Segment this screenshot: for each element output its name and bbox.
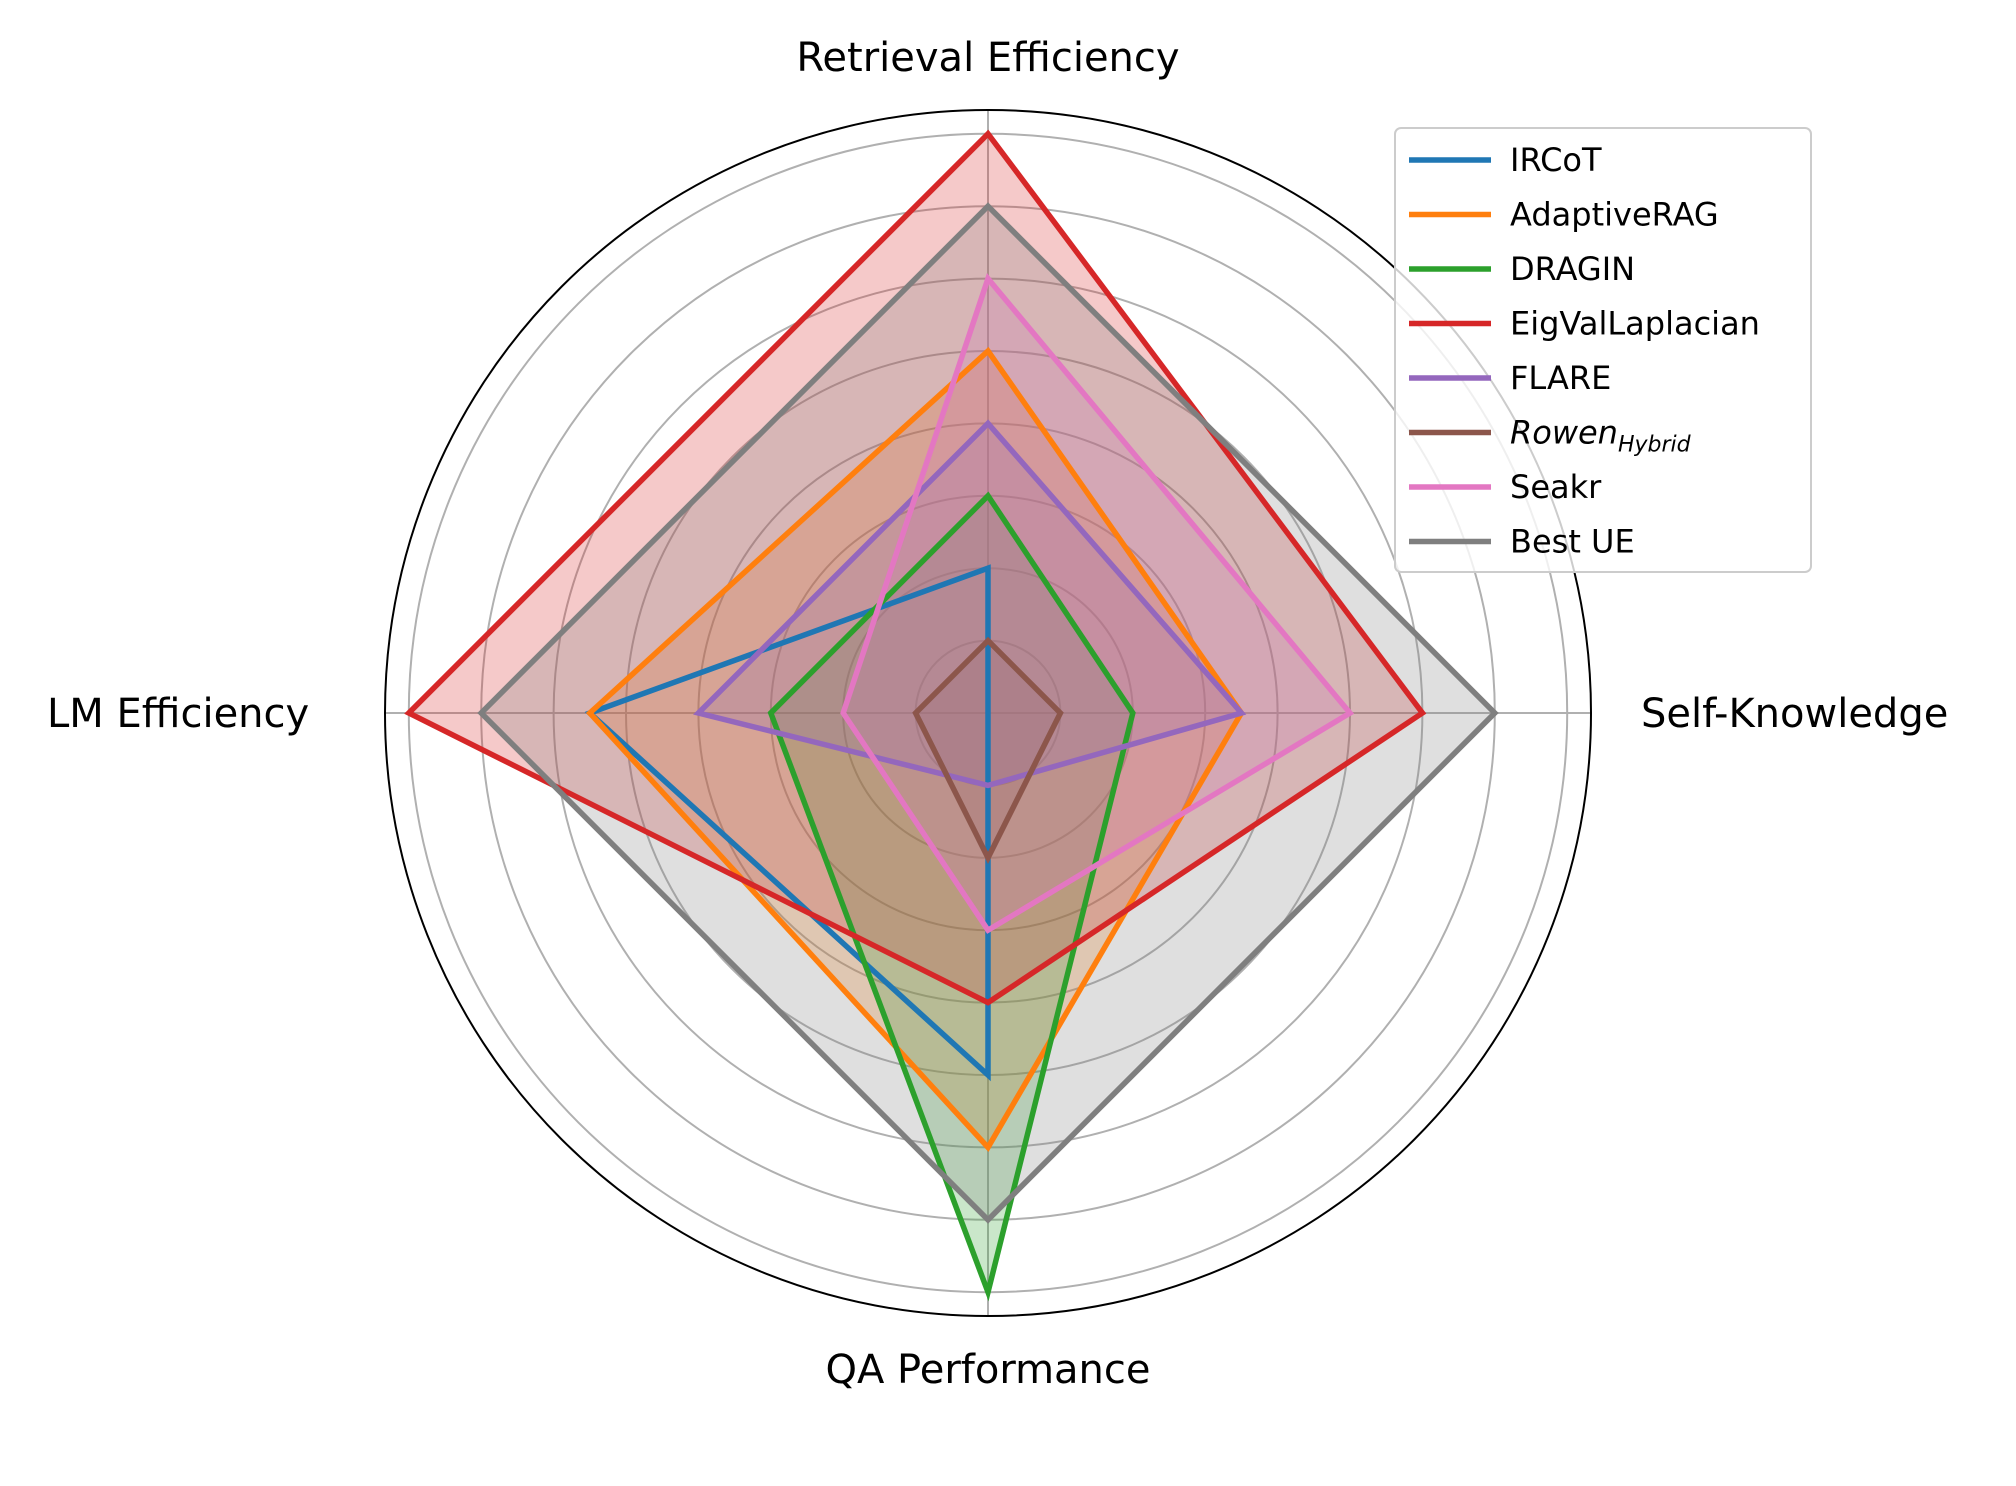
legend-label: Seakr: [1510, 468, 1602, 506]
series-line-flare: [693, 419, 1247, 789]
legend: IRCoT AdaptiveRAG DRAGIN EigValLaplacian FLA…: [1394, 127, 1812, 573]
series-line-ircot: [584, 564, 991, 1082]
axis-label-self-knowledge: Self-Knowledge: [1641, 691, 1948, 737]
outer-frame: [384, 109, 1592, 1317]
series-fill-flare: [698, 423, 1242, 786]
series-line-rowenhybrid: [912, 636, 1064, 864]
legend-label: AdaptiveRAG: [1510, 196, 1719, 234]
series-fill-adaptiverag: [589, 351, 1242, 1148]
axis-labels: Retrieval Efficiency Self-Knowledge QA Per…: [47, 35, 1948, 1393]
legend-label: Best UE: [1510, 523, 1635, 561]
axis-label-lm-efficiency: LM Efficiency: [47, 691, 309, 737]
series-line-eigvallaplacian: [404, 129, 1427, 1006]
line-layer: [404, 129, 1499, 1302]
axis-label-retrieval-efficiency: Retrieval Efficiency: [796, 35, 1179, 81]
series-line-seakr: [840, 273, 1355, 934]
axis-label-qa-performance: QA Performance: [825, 1347, 1150, 1393]
legend-label: FLARE: [1510, 359, 1611, 397]
legend-label: DRAGIN: [1510, 250, 1635, 288]
legend-label: EigValLaplacian: [1510, 305, 1760, 343]
legend-frame: [1394, 127, 1812, 573]
series-line-dragin: [767, 491, 1136, 1302]
fill-layer: [408, 133, 1495, 1293]
series-line-adaptiverag: [585, 346, 1245, 1153]
legend-label: RowenHybrid: [1510, 414, 1692, 458]
series-line-best-ue: [477, 202, 1499, 1224]
legend-label: IRCoT: [1510, 141, 1602, 179]
